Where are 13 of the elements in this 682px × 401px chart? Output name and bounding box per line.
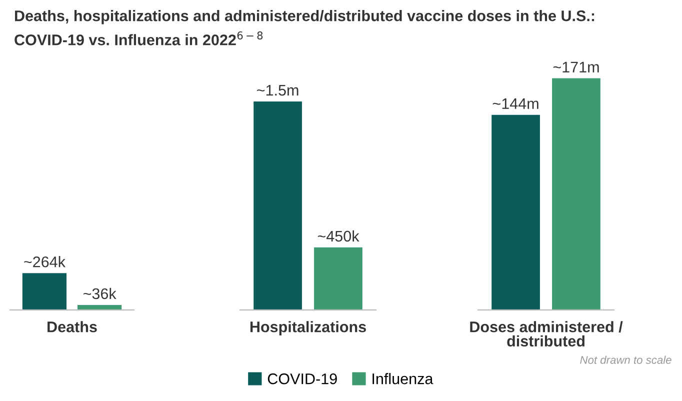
data-label: ~171m <box>553 62 599 72</box>
x-tick-label: Hospitalizations <box>250 321 366 336</box>
data-label: ~264k <box>24 256 66 268</box>
legend-label: COVID-19 <box>268 373 337 384</box>
data-label: ~1.5m <box>257 84 298 96</box>
text: Deaths, hospitalizations and administered/distributed vaccine doses in the U.S.: COVID-19 vs. Influenza in 2022$^{6−8}$ <box>14 10 594 46</box>
data-label: ~144m <box>492 98 538 109</box>
x-tick-label: Deaths <box>48 321 97 332</box>
legend-label: Influenza <box>372 373 434 384</box>
text: Not drawn to scale <box>580 356 672 364</box>
data-label: ~36k <box>83 288 116 300</box>
data-label: ~450k <box>318 230 360 242</box>
x-tick-label: Doses administered / distributed <box>470 321 623 347</box>
